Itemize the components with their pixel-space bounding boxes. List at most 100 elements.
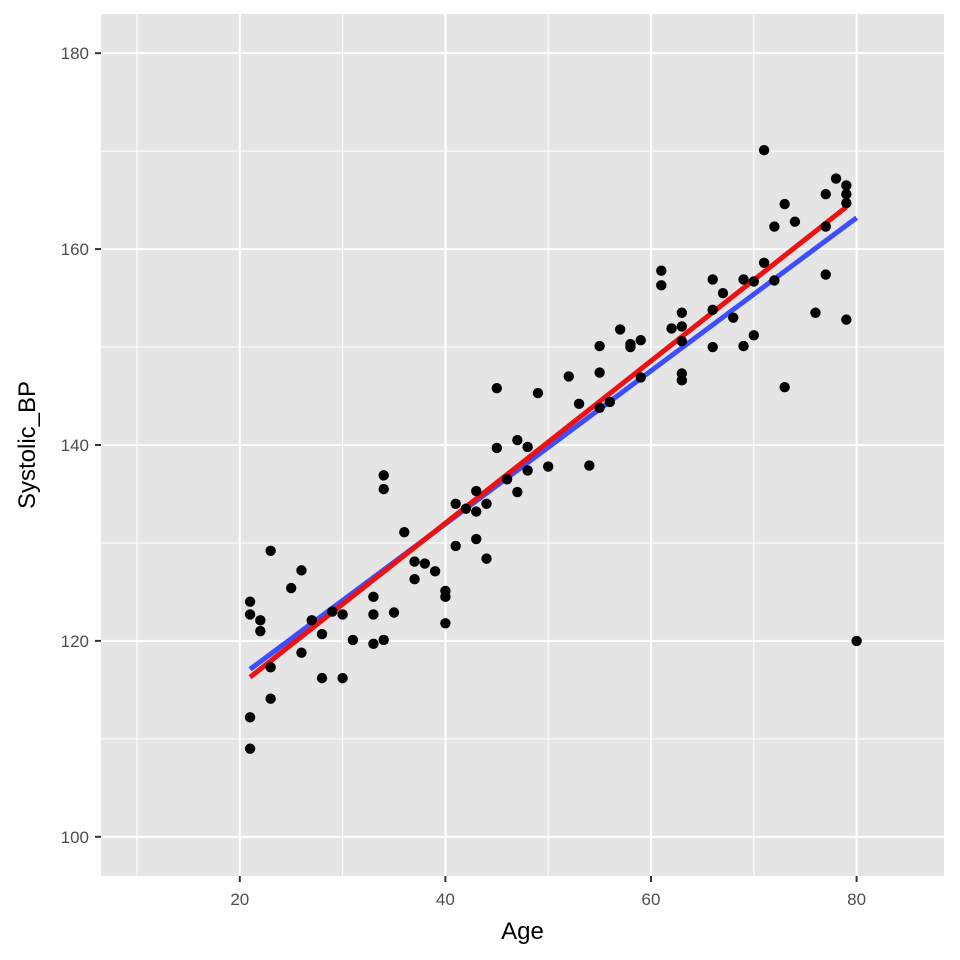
data-point — [244, 743, 256, 754]
data-point — [851, 635, 862, 647]
data-point — [337, 609, 348, 620]
data-point — [769, 275, 780, 286]
data-point — [707, 341, 718, 353]
data-point — [841, 314, 852, 325]
data-point — [471, 533, 482, 545]
data-point — [491, 382, 502, 394]
data-point — [255, 615, 266, 626]
data-point — [409, 573, 420, 585]
data-point — [388, 607, 400, 618]
data-point — [460, 503, 472, 514]
data-point — [255, 625, 266, 637]
y-tick-label: 120 — [61, 632, 89, 651]
data-point — [429, 566, 441, 577]
red-fit-line — [248, 205, 848, 680]
data-point — [419, 558, 431, 569]
data-point — [820, 189, 831, 200]
data-point — [368, 591, 379, 603]
data-point — [481, 553, 492, 564]
data-point — [512, 486, 523, 498]
data-point — [841, 180, 852, 191]
fit-lines — [248, 205, 859, 680]
data-point — [728, 312, 739, 323]
data-point — [748, 276, 760, 287]
data-point — [532, 387, 544, 399]
data-point — [656, 280, 667, 291]
data-point — [244, 596, 256, 607]
data-point — [265, 662, 276, 673]
data-point — [676, 307, 688, 318]
data-point — [666, 323, 677, 334]
data-point — [738, 274, 749, 285]
data-point — [491, 442, 502, 454]
data-point — [707, 304, 718, 316]
data-point — [471, 485, 482, 497]
data-point — [841, 197, 852, 209]
blue-fit-line — [248, 215, 859, 672]
data-point — [378, 470, 389, 481]
data-point — [614, 324, 626, 335]
data-point — [820, 221, 831, 232]
data-point — [573, 398, 585, 410]
data-point — [327, 606, 338, 617]
data-point — [296, 647, 307, 658]
data-point — [440, 591, 451, 603]
data-point — [378, 483, 389, 495]
y-tick-label: 140 — [61, 436, 89, 455]
y-tick-label: 180 — [61, 44, 89, 63]
y-tick-label: 160 — [61, 240, 89, 259]
data-point — [748, 330, 760, 341]
major-gridlines — [101, 14, 944, 876]
data-point — [820, 269, 831, 280]
data-point — [316, 628, 328, 640]
data-point — [758, 257, 770, 269]
data-point — [676, 375, 688, 386]
data-point — [738, 340, 749, 352]
x-tick-label: 40 — [436, 890, 455, 909]
x-axis-title: Age — [501, 918, 544, 945]
data-point — [841, 189, 852, 200]
data-point — [717, 287, 729, 299]
x-tick-label: 80 — [847, 890, 866, 909]
data-point — [501, 474, 513, 485]
data-point — [450, 540, 461, 552]
data-point — [769, 221, 780, 232]
data-point — [440, 618, 451, 629]
y-axis: 100 120 140 160 180 — [61, 44, 101, 847]
data-point — [296, 565, 307, 576]
data-point — [450, 498, 461, 509]
data-point — [594, 402, 605, 413]
data-point — [789, 216, 801, 227]
data-point — [522, 441, 533, 453]
data-point — [594, 340, 605, 352]
data-points — [244, 144, 862, 754]
data-point — [779, 198, 790, 210]
data-point — [656, 265, 667, 276]
data-point — [316, 672, 328, 684]
x-axis: 20 40 60 80 — [230, 876, 866, 909]
data-point — [378, 634, 389, 646]
data-point — [758, 144, 770, 156]
data-point — [409, 556, 420, 567]
data-point — [368, 638, 379, 650]
data-point — [244, 712, 256, 723]
data-point — [543, 461, 554, 472]
data-point — [830, 173, 842, 184]
data-point — [337, 672, 348, 684]
data-point — [368, 609, 379, 620]
data-point — [594, 367, 605, 378]
data-point — [563, 371, 574, 382]
x-tick-label: 60 — [642, 890, 661, 909]
data-point — [306, 615, 317, 626]
data-point — [285, 582, 297, 594]
data-point — [522, 465, 533, 476]
data-point — [481, 498, 492, 509]
data-point — [676, 321, 688, 332]
x-tick-label: 20 — [230, 890, 249, 909]
data-point — [676, 335, 688, 347]
data-point — [625, 341, 636, 353]
y-axis-title: Systolic_BP — [14, 381, 41, 509]
data-point — [779, 382, 790, 393]
data-point — [265, 693, 276, 704]
data-point — [512, 434, 523, 446]
